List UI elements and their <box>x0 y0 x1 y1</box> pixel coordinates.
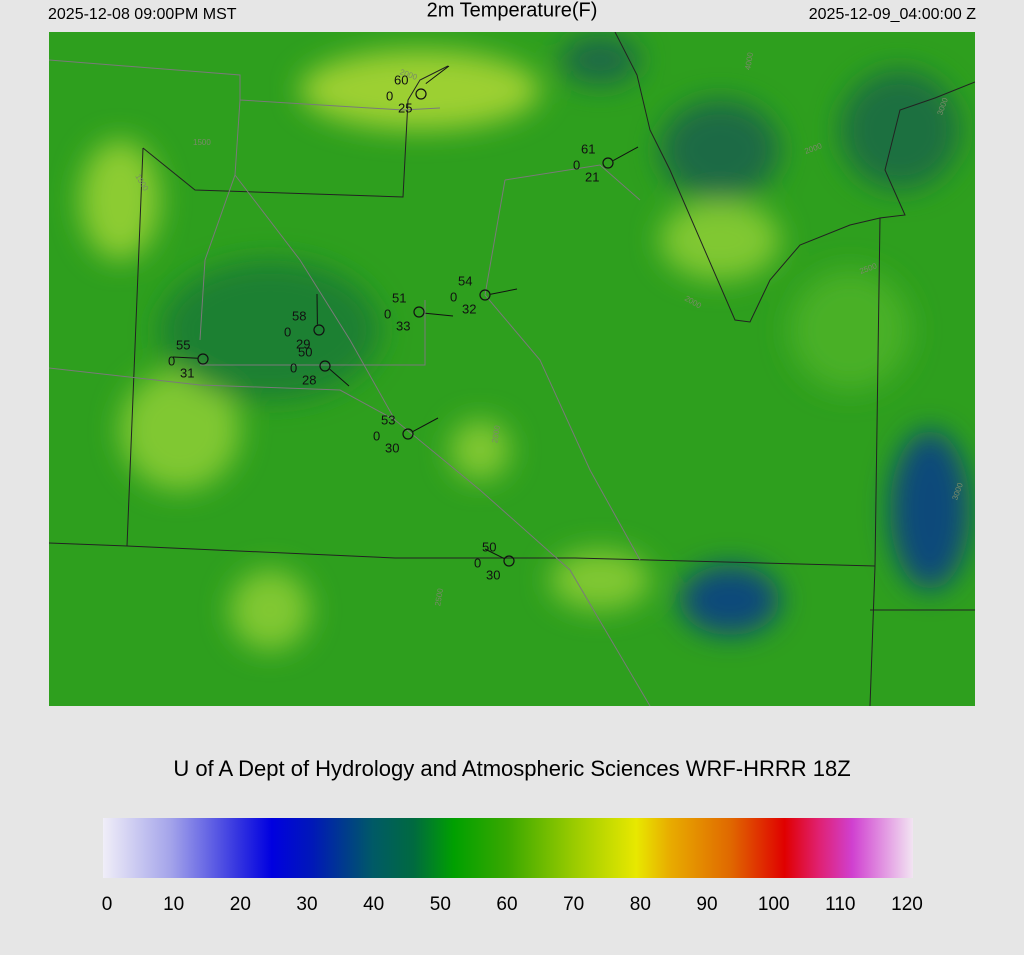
colorbar-tick-label: 70 <box>563 894 584 915</box>
colorbar-tick-label: 0 <box>102 894 113 915</box>
temperature: 50 <box>298 344 312 359</box>
station-value: 0 <box>373 428 380 443</box>
dewpoint: 21 <box>585 169 599 184</box>
colorbar-tick-label: 90 <box>696 894 717 915</box>
forecast-time: 2025-12-09_04:00:00 Z <box>809 6 976 23</box>
colorbar-tick-label: 110 <box>825 894 855 915</box>
colorbar-tick-label: 120 <box>891 894 923 915</box>
title: 2m Temperature(F) <box>427 0 598 21</box>
temperature: 55 <box>176 337 190 352</box>
dewpoint: 33 <box>396 318 410 333</box>
temperature: 61 <box>581 141 595 156</box>
dewpoint: 28 <box>302 372 316 387</box>
dewpoint: 31 <box>180 365 194 380</box>
colorbar-tick-label: 80 <box>630 894 651 915</box>
temperature: 58 <box>292 308 306 323</box>
colorbar-tick-label: 50 <box>430 894 451 915</box>
colorbar-tick-label: 100 <box>758 894 790 915</box>
contour-label: 1500 <box>193 138 211 147</box>
station-value: 0 <box>290 360 297 375</box>
colorbar-tick-label: 40 <box>363 894 384 915</box>
map: 1500200015004000300020002500200030002000… <box>49 32 975 706</box>
temperature: 51 <box>392 290 406 305</box>
station-value: 0 <box>284 324 291 339</box>
temperature: 60 <box>394 72 408 87</box>
credit: U of A Dept of Hydrology and Atmospheric… <box>173 756 850 781</box>
dewpoint: 30 <box>486 567 500 582</box>
colorbar-tick-label: 20 <box>230 894 251 915</box>
dewpoint: 25 <box>398 100 412 115</box>
temperature: 54 <box>458 273 472 288</box>
station-value: 0 <box>450 289 457 304</box>
temperature: 50 <box>482 539 496 554</box>
colorbar-tick-label: 60 <box>496 894 517 915</box>
station-value: 0 <box>384 306 391 321</box>
colorbar <box>103 818 913 878</box>
colorbar-tick-label: 10 <box>163 894 184 915</box>
valid-time: 2025-12-08 09:00PM MST <box>48 6 237 23</box>
colorbar-tick-label: 30 <box>296 894 317 915</box>
station-value: 0 <box>474 555 481 570</box>
station-value: 0 <box>573 157 580 172</box>
station-value: 0 <box>386 88 393 103</box>
temperature: 53 <box>381 412 395 427</box>
station-value: 0 <box>168 353 175 368</box>
dewpoint: 32 <box>462 301 476 316</box>
dewpoint: 30 <box>385 440 399 455</box>
